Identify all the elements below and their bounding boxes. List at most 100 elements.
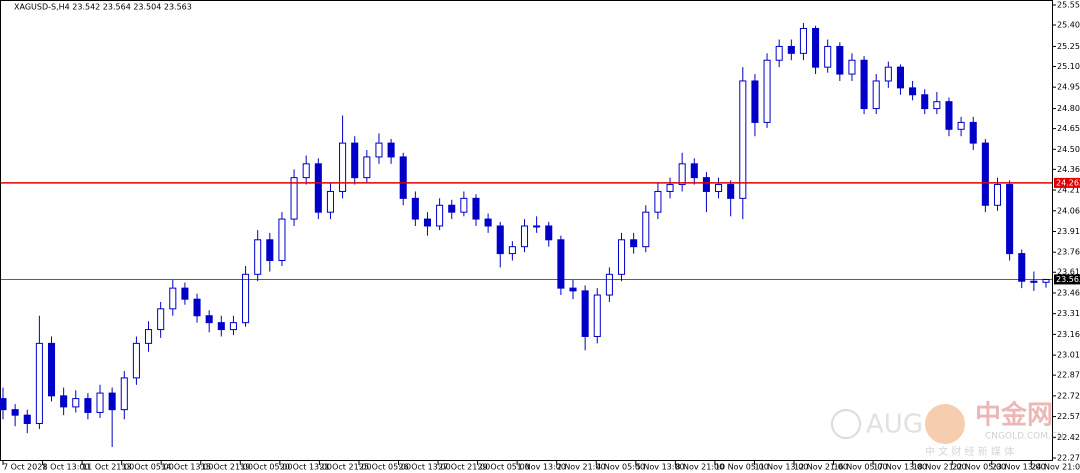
- candle-body: [96, 392, 104, 413]
- candle-body: [302, 163, 310, 179]
- candle-body: [520, 225, 529, 248]
- candle-body: [533, 225, 541, 228]
- price-label-bg: [1054, 274, 1080, 285]
- candle-body: [399, 156, 407, 199]
- y-tick-label: 25.105: [1057, 62, 1080, 71]
- x-tick-label: 25 Oct 05:00: [359, 463, 411, 472]
- x-tick-label: 21 Oct 21:00: [319, 463, 371, 472]
- candle-body: [363, 156, 371, 179]
- candle-body: [763, 59, 771, 123]
- candle-body: [326, 190, 334, 213]
- candle-body: [799, 27, 807, 54]
- candle-body: [242, 273, 250, 324]
- candle-body: [678, 163, 686, 186]
- y-tick-label: 23.015: [1057, 351, 1080, 360]
- candle-body: [702, 177, 710, 192]
- x-tick-label: 23 Nov 13:00: [992, 463, 1046, 472]
- candle-body: [145, 329, 153, 344]
- x-tick-label: 15 Oct 21:00: [201, 463, 253, 472]
- candle-body: [824, 45, 832, 68]
- candle-body: [957, 121, 965, 130]
- candle-body: [981, 142, 989, 206]
- x-tick-label: 14 Oct 13:00: [161, 463, 213, 472]
- candle-body: [581, 290, 589, 337]
- candle-body: [193, 298, 201, 317]
- price-label: 23.563: [1056, 275, 1080, 284]
- candle-body: [605, 273, 613, 296]
- candle-body: [921, 94, 929, 110]
- candle-body: [909, 87, 917, 96]
- candle-body: [217, 322, 225, 331]
- y-tick-label: 23.760: [1057, 248, 1080, 257]
- x-tick-label: 24 Nov 21:00: [1031, 463, 1080, 472]
- candle-body: [436, 204, 444, 227]
- x-tick-label: 1 Nov 13:00: [517, 463, 566, 472]
- candle-body: [751, 80, 759, 123]
- x-tick-label: 20 Oct 13:00: [280, 463, 332, 472]
- candle-body: [945, 101, 953, 130]
- candle-body: [884, 66, 892, 82]
- x-tick-label: 27 Oct 21:00: [438, 463, 490, 472]
- candle-body: [157, 308, 165, 331]
- candle-body: [448, 204, 456, 213]
- y-tick-label: 23.615: [1057, 268, 1080, 277]
- y-tick-label: 25.250: [1057, 42, 1080, 51]
- candle-body: [848, 59, 856, 75]
- candle-body: [205, 315, 213, 324]
- candle-body: [727, 184, 735, 199]
- candle-body: [1042, 278, 1050, 283]
- candle-body: [593, 294, 601, 337]
- candle-body: [557, 239, 565, 289]
- wm-text: AUG: [866, 410, 923, 440]
- wm-brand: 中金网: [975, 400, 1053, 431]
- candle-body: [993, 184, 1002, 206]
- candle-body: [266, 239, 274, 262]
- candle-body: [120, 377, 128, 411]
- candle-body: [472, 197, 480, 220]
- x-tick-label: 17 Nov 13:00: [873, 463, 927, 472]
- candle-body: [132, 342, 140, 379]
- candle-body: [775, 45, 783, 61]
- x-tick-label: 18 Nov 21:00: [913, 463, 967, 472]
- x-tick-label: 11 Oct 21:00: [82, 463, 134, 472]
- candle-body: [411, 197, 419, 220]
- candle-body: [387, 142, 395, 158]
- y-tick-label: 24.060: [1057, 206, 1080, 215]
- candle-body: [617, 239, 626, 275]
- candle-body: [896, 66, 904, 89]
- x-tick-label: 16 Nov 05:00: [834, 463, 888, 472]
- candle-body: [108, 392, 116, 411]
- candle-body: [169, 287, 177, 310]
- candle-body: [35, 342, 43, 424]
- candle-body: [84, 398, 92, 413]
- candle-body: [314, 163, 322, 213]
- y-tick-label: 23.165: [1057, 330, 1080, 339]
- y-tick-label: 24.360: [1057, 165, 1080, 174]
- y-tick-label: 22.420: [1057, 433, 1080, 442]
- candle-body: [715, 184, 723, 192]
- x-tick-label: 10 Nov 05:00: [715, 463, 769, 472]
- candle-body: [872, 80, 880, 110]
- candle-body: [787, 45, 795, 54]
- x-tick-label: 19 Oct 05:00: [240, 463, 292, 472]
- y-tick-label: 24.505: [1057, 145, 1080, 154]
- candle-body: [654, 190, 662, 213]
- candle-body: [496, 225, 504, 255]
- candle-body: [969, 121, 977, 144]
- candle-body: [290, 177, 298, 220]
- candle-body: [630, 239, 638, 248]
- watermark: AUG 中金网 CNGOLD.COM.CN 中 文 财 经 新 媒 体: [831, 400, 1064, 458]
- candle-body: [278, 218, 286, 262]
- y-tick-label: 23.315: [1057, 309, 1080, 318]
- y-tick-label: 22.720: [1057, 391, 1080, 400]
- candle-body: [47, 342, 56, 397]
- wm-site: CNGOLD.COM.CN: [985, 432, 1064, 442]
- x-tick-label: 11 Nov 13:00: [754, 463, 808, 472]
- x-tick-label: 2 Nov 21:00: [557, 463, 606, 472]
- x-tick-label: 22 Nov 05:00: [952, 463, 1006, 472]
- candle-body: [1006, 184, 1014, 255]
- x-tick-label: 5 Nov 13:00: [636, 463, 685, 472]
- y-tick-label: 23.910: [1057, 227, 1080, 236]
- candle-body: [254, 239, 262, 275]
